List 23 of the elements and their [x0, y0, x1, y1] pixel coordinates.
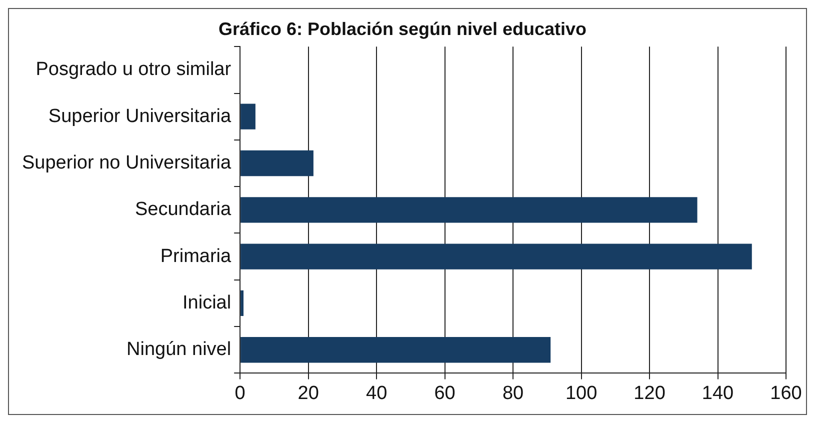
y-tick-label: Secundaria — [134, 199, 232, 220]
x-tick-label: 80 — [502, 382, 524, 404]
bar — [240, 290, 244, 316]
x-tick-label: 60 — [434, 382, 456, 404]
bar — [240, 150, 314, 176]
y-tick-label: Superior Universitaria — [48, 106, 232, 127]
bar — [240, 104, 256, 130]
x-tick-label: 140 — [702, 382, 734, 404]
x-tick-label: 120 — [634, 382, 666, 404]
bar — [240, 337, 551, 363]
y-tick-label: Posgrado u otro similar — [36, 59, 232, 80]
x-tick-label: 0 — [234, 382, 246, 404]
y-tick-label: Superior no Universitaria — [22, 152, 232, 174]
bar — [240, 197, 698, 223]
y-tick-label: Inicial — [182, 292, 232, 314]
x-tick-label: 20 — [298, 382, 319, 404]
y-tick-label: Primaria — [160, 246, 232, 267]
bar — [240, 244, 752, 270]
x-tick-label: 160 — [770, 382, 802, 404]
x-tick-label: 100 — [565, 382, 598, 404]
y-tick-label: Ningún nivel — [126, 339, 232, 360]
x-tick-label: 40 — [366, 382, 388, 404]
chart-title: Gráfico 6: Población según nivel educativo — [218, 18, 587, 39]
